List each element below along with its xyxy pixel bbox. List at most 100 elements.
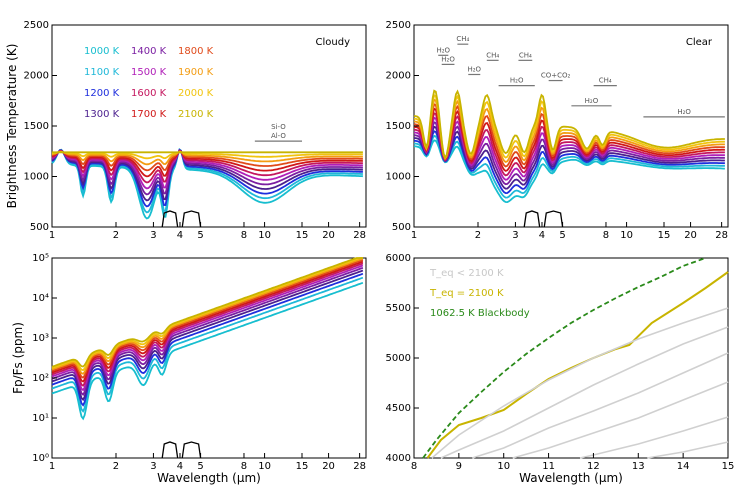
teq-less-line (472, 352, 729, 459)
legend-1900: 1900 K (178, 67, 214, 78)
y-tick-label-clear: 2500 (386, 20, 411, 31)
x-tick-label-zoom: 8 (411, 461, 417, 472)
x-tick-label-cloudy: 4 (177, 230, 183, 241)
legend-1800: 1800 K (178, 46, 214, 57)
annotation-label-cloudy: Si-O (271, 123, 286, 131)
annotation-label-clear: H₂O (441, 55, 455, 63)
annotation-label-clear: CH₄ (456, 35, 469, 43)
x-tick-label-clear: 3 (512, 230, 518, 241)
x-tick-label-contrast: 20 (322, 461, 335, 472)
cloudy-series-line (51, 150, 363, 178)
contrast-series-line (51, 257, 364, 375)
x-tick-label-zoom: 11 (542, 461, 555, 472)
y-tick-label-cloudy: 2500 (24, 20, 49, 31)
filter-bandpass-cloudy (161, 210, 202, 228)
y-tick-label-cloudy: 2000 (24, 71, 49, 82)
legend-2100: 2100 K (178, 109, 214, 120)
y-tick-label-zoom: 6000 (386, 253, 411, 264)
panel-label-cloudy: Cloudy (316, 37, 351, 48)
y-tick-label-clear: 500 (392, 222, 411, 233)
panel-label-clear: Clear (686, 37, 713, 48)
y-tick-label-contrast: 10⁰ (32, 453, 49, 464)
teq-less-line (647, 441, 729, 459)
x-tick-label-cloudy: 5 (197, 230, 203, 241)
x-tick-label-clear: 4 (539, 230, 545, 241)
contrast-series-line (51, 264, 364, 392)
cloudy-series-line (51, 151, 363, 160)
legend-1000: 1000 K (84, 46, 120, 57)
y-tick-label-contrast: 10⁵ (32, 253, 49, 264)
y-label-contrast: Fp/Fs (ppm) (11, 322, 25, 394)
x-tick-label-clear: 1 (411, 230, 417, 241)
blackbody-line (422, 257, 706, 459)
annotation-label-clear: H₂O (436, 46, 450, 54)
legend-2000: 2000 K (178, 88, 214, 99)
x-tick-label-clear: 28 (715, 230, 728, 241)
x-tick-label-cloudy: 15 (296, 230, 309, 241)
legend-blackbody: 1062.5 K Blackbody (430, 308, 530, 319)
cloudy-series-line (51, 150, 363, 172)
annotation-label-clear: CH₄ (486, 51, 499, 59)
contrast-series-line (51, 272, 364, 407)
cloudy-series-line (51, 149, 363, 184)
x-label-left: Wavelength (μm) (157, 471, 261, 485)
contrast-series-line (51, 269, 364, 402)
teq-less-line (579, 416, 729, 459)
y-tick-label-contrast: 10⁴ (32, 293, 49, 304)
x-tick-label-contrast: 4 (177, 461, 183, 472)
annotation-label-clear: H₂O (467, 65, 481, 73)
teq-2100-line (426, 271, 729, 459)
x-tick-label-clear: 20 (684, 230, 697, 241)
legend-1600: 1600 K (131, 88, 167, 99)
y-tick-label-contrast: 10¹ (32, 413, 49, 424)
y-tick-label-zoom: 5500 (386, 303, 411, 314)
x-tick-label-contrast: 8 (241, 461, 247, 472)
cloudy-series-line (51, 149, 363, 190)
legend-1500: 1500 K (131, 67, 167, 78)
y-tick-label-zoom: 4000 (386, 453, 411, 464)
cloudy-legend: 1000 K 1100 K 1200 K 1300 K 1400 K 1500 … (84, 46, 214, 120)
x-tick-label-zoom: 9 (456, 461, 462, 472)
y-tick-label-cloudy: 1000 (24, 172, 49, 183)
annotation-label-clear: CH₄ (599, 77, 612, 85)
y-tick-label-zoom: 4500 (386, 403, 411, 414)
cloudy-series-line (51, 149, 363, 196)
contrast-series-line (51, 262, 364, 387)
contrast-series-line (51, 260, 364, 383)
x-tick-label-cloudy: 1 (49, 230, 55, 241)
y-tick-label-contrast: 10³ (32, 333, 49, 344)
x-tick-label-contrast: 3 (150, 461, 156, 472)
x-tick-label-contrast: 2 (113, 461, 119, 472)
x-tick-label-clear: 5 (559, 230, 565, 241)
x-tick-label-cloudy: 2 (113, 230, 119, 241)
y-tick-label-zoom: 5000 (386, 353, 411, 364)
x-tick-label-cloudy: 10 (258, 230, 271, 241)
legend-1200: 1200 K (84, 88, 120, 99)
cloudy-series-line (51, 150, 363, 166)
y-tick-label-clear: 2000 (386, 71, 411, 82)
annotation-label-clear: H₂O (510, 77, 524, 85)
x-tick-label-clear: 15 (658, 230, 671, 241)
x-tick-label-cloudy: 28 (353, 230, 366, 241)
panel-contrast-frame (51, 257, 367, 459)
y-tick-label-clear: 1500 (386, 121, 411, 132)
y-tick-label-contrast: 10² (32, 373, 49, 384)
annotation-label-cloudy: Al-O (271, 132, 286, 140)
filter-bandpass-clear (523, 210, 564, 228)
legend-teq-less: T_eq < 2100 K (429, 268, 504, 279)
x-tick-label-clear: 10 (620, 230, 633, 241)
x-tick-label-zoom: 14 (677, 461, 690, 472)
filter-bandpass-contrast (161, 441, 202, 459)
contrast-series-line (51, 281, 364, 421)
x-tick-label-zoom: 12 (587, 461, 600, 472)
contrast-series-line (51, 257, 363, 372)
annotation-label-clear: CH₄ (519, 51, 532, 59)
x-tick-label-clear: 2 (475, 230, 481, 241)
annotation-label-clear: H₂O (677, 108, 691, 116)
y-tick-label-clear: 1000 (386, 172, 411, 183)
y-tick-label-cloudy: 500 (30, 222, 49, 233)
x-tick-label-cloudy: 3 (150, 230, 156, 241)
annotation-label-clear: CO+CO₂ (541, 72, 571, 80)
annotation-label-clear: H₂O (585, 97, 599, 105)
